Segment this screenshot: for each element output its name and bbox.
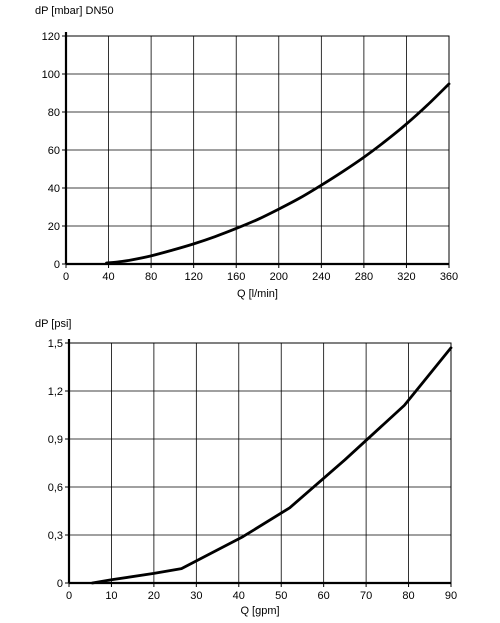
y-tick-label: 120	[42, 31, 60, 43]
y-tick-label: 0	[57, 578, 63, 590]
series-line	[90, 346, 453, 585]
x-tick-label: 360	[440, 271, 458, 283]
chart-1: 0 40 80 120 160 200 240 280 320 360 0 20 40 60 80 100 12…	[35, 5, 458, 300]
x-tick-label: 120	[184, 271, 202, 283]
x-tick-label: 40	[102, 271, 114, 283]
y-tick-label: 60	[48, 145, 60, 157]
y-tick-label: 20	[48, 221, 60, 233]
y-axis-title: dP [psi]	[35, 318, 72, 330]
x-tick-label: 80	[145, 271, 157, 283]
plot-frame	[68, 342, 452, 584]
x-tick-label: 20	[148, 590, 160, 602]
x-tick-label: 160	[227, 271, 245, 283]
x-tick-label: 240	[312, 271, 330, 283]
y-tick-label: 40	[48, 183, 60, 195]
x-tick-label: 10	[105, 590, 117, 602]
y-tick-label: 0	[54, 259, 60, 271]
x-tick-label: 70	[360, 590, 372, 602]
y-tick-label: 0,6	[48, 482, 63, 494]
series-line	[105, 82, 451, 265]
y-tick-label: 1,5	[48, 338, 63, 350]
x-tick-label: 0	[66, 590, 72, 602]
chart-2: 0 10 20 30 40 50 60 70 80 90 0 0,3 0,6 0,9 1,2 1,5 dP [p…	[35, 318, 457, 617]
y-tick-label: 0,3	[48, 530, 63, 542]
x-tick-label: 320	[397, 271, 415, 283]
x-axis-title: Q [gpm]	[240, 605, 279, 617]
y-tick-label: 80	[48, 107, 60, 119]
x-tick-label: 280	[355, 271, 373, 283]
x-tick-label: 90	[445, 590, 457, 602]
x-tick-label: 0	[63, 271, 69, 283]
x-tick-label: 40	[233, 590, 245, 602]
x-tick-label: 200	[270, 271, 288, 283]
x-tick-label: 80	[402, 590, 414, 602]
x-tick-label: 30	[190, 590, 202, 602]
y-tick-label: 1,2	[48, 386, 63, 398]
x-axis-title: Q [l/min]	[237, 288, 278, 300]
x-tick-label: 60	[318, 590, 330, 602]
y-tick-label: 100	[42, 69, 60, 81]
y-axis-title: dP [mbar] DN50	[35, 5, 114, 17]
x-tick-label: 50	[275, 590, 287, 602]
y-tick-label: 0,9	[48, 434, 63, 446]
